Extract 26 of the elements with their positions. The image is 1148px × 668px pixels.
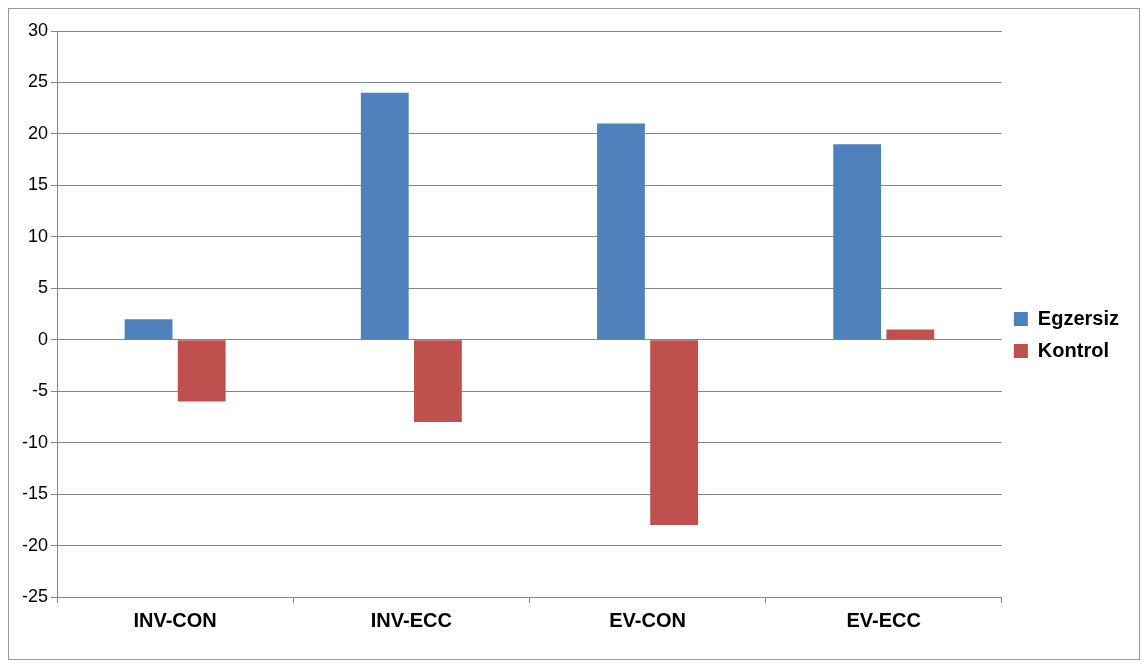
x-tick-label: INV-ECC	[370, 608, 452, 631]
bar	[413, 340, 462, 423]
bar	[124, 319, 173, 340]
bar	[650, 340, 699, 525]
bar	[177, 340, 226, 402]
x-tick-label: EV-ECC	[846, 608, 921, 631]
y-tick-label: -10	[22, 431, 49, 452]
bar	[886, 329, 935, 340]
y-tick-label: 5	[38, 277, 49, 298]
x-tick-label: EV-CON	[609, 608, 686, 631]
bar	[360, 92, 409, 340]
legend-label: Egzersiz	[1037, 306, 1120, 329]
y-tick-label: 0	[38, 328, 49, 349]
y-tick-label: -15	[22, 483, 49, 504]
y-tick-label: -25	[22, 585, 49, 606]
y-tick-label: -20	[22, 534, 49, 555]
y-tick-label: 20	[27, 122, 49, 143]
y-tick-label: 10	[27, 225, 49, 246]
x-tick-label: INV-CON	[133, 608, 217, 631]
y-tick-label: 30	[27, 19, 49, 40]
y-tick-label: -5	[32, 380, 49, 401]
y-tick-label: 25	[27, 71, 49, 92]
y-tick-label: 15	[27, 174, 49, 195]
bar	[597, 123, 645, 340]
bar	[833, 144, 882, 340]
legend-label: Kontrol	[1037, 338, 1109, 361]
